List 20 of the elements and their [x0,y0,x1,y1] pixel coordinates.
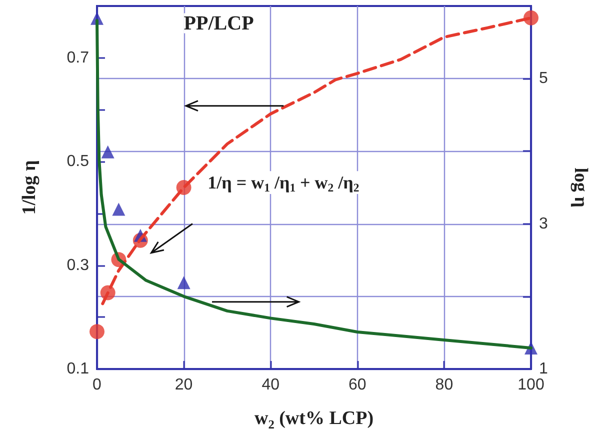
y2-tick-label: 1 [539,360,548,378]
x-tick-label: 40 [262,376,280,394]
point [112,202,126,216]
y2-tick-label: 3 [539,215,548,232]
x-tick-label: 80 [435,376,454,394]
point [90,324,104,340]
y-tick-label: 0.1 [66,360,90,378]
annotation: PP/LCP [184,12,254,34]
x-tick-label: 100 [518,376,544,394]
y-tick-label: 0.7 [66,49,90,66]
x-tick-label: 0 [92,376,102,394]
y-axis-title: 1/log η [19,160,40,215]
y-tick-label: 0.5 [66,153,90,170]
x-tick-label: 20 [174,376,193,394]
y-tick-label: 0.3 [66,256,90,274]
point [177,276,190,290]
y2-axis-title: log η [570,168,591,208]
x-tick-label: 60 [348,376,366,394]
y2-tick-label: 5 [539,70,548,88]
point [101,145,114,158]
